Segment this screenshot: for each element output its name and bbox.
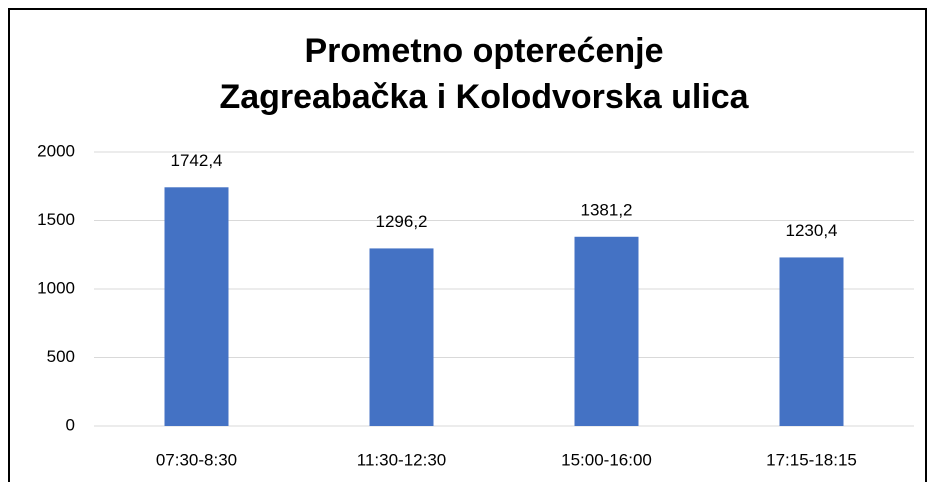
- chart-title: Prometno opterećenje: [305, 32, 664, 70]
- bar: [574, 236, 639, 426]
- x-tick-label: 15:00-16:00: [561, 450, 652, 469]
- data-label: 1296,2: [376, 212, 428, 231]
- x-tick-label: 17:15-18:15: [766, 450, 857, 469]
- x-tick-label: 11:30-12:30: [357, 450, 446, 469]
- data-label: 1381,2: [581, 200, 633, 219]
- y-tick-label: 0: [66, 415, 75, 434]
- y-tick-label: 500: [47, 347, 75, 366]
- data-label: 1742,4: [171, 151, 223, 170]
- y-tick-label: 1500: [37, 210, 75, 229]
- x-tick-label: 07:30-8:30: [156, 450, 237, 469]
- data-label: 1230,4: [786, 221, 838, 240]
- chart-frame: [8, 8, 927, 482]
- y-tick-label: 1000: [37, 278, 75, 297]
- chart-title: Zagreabačka i Kolodvorska ulica: [219, 78, 749, 116]
- bar: [164, 187, 229, 426]
- y-tick-label: 2000: [37, 141, 75, 160]
- bar: [369, 248, 434, 426]
- bar: [779, 257, 844, 426]
